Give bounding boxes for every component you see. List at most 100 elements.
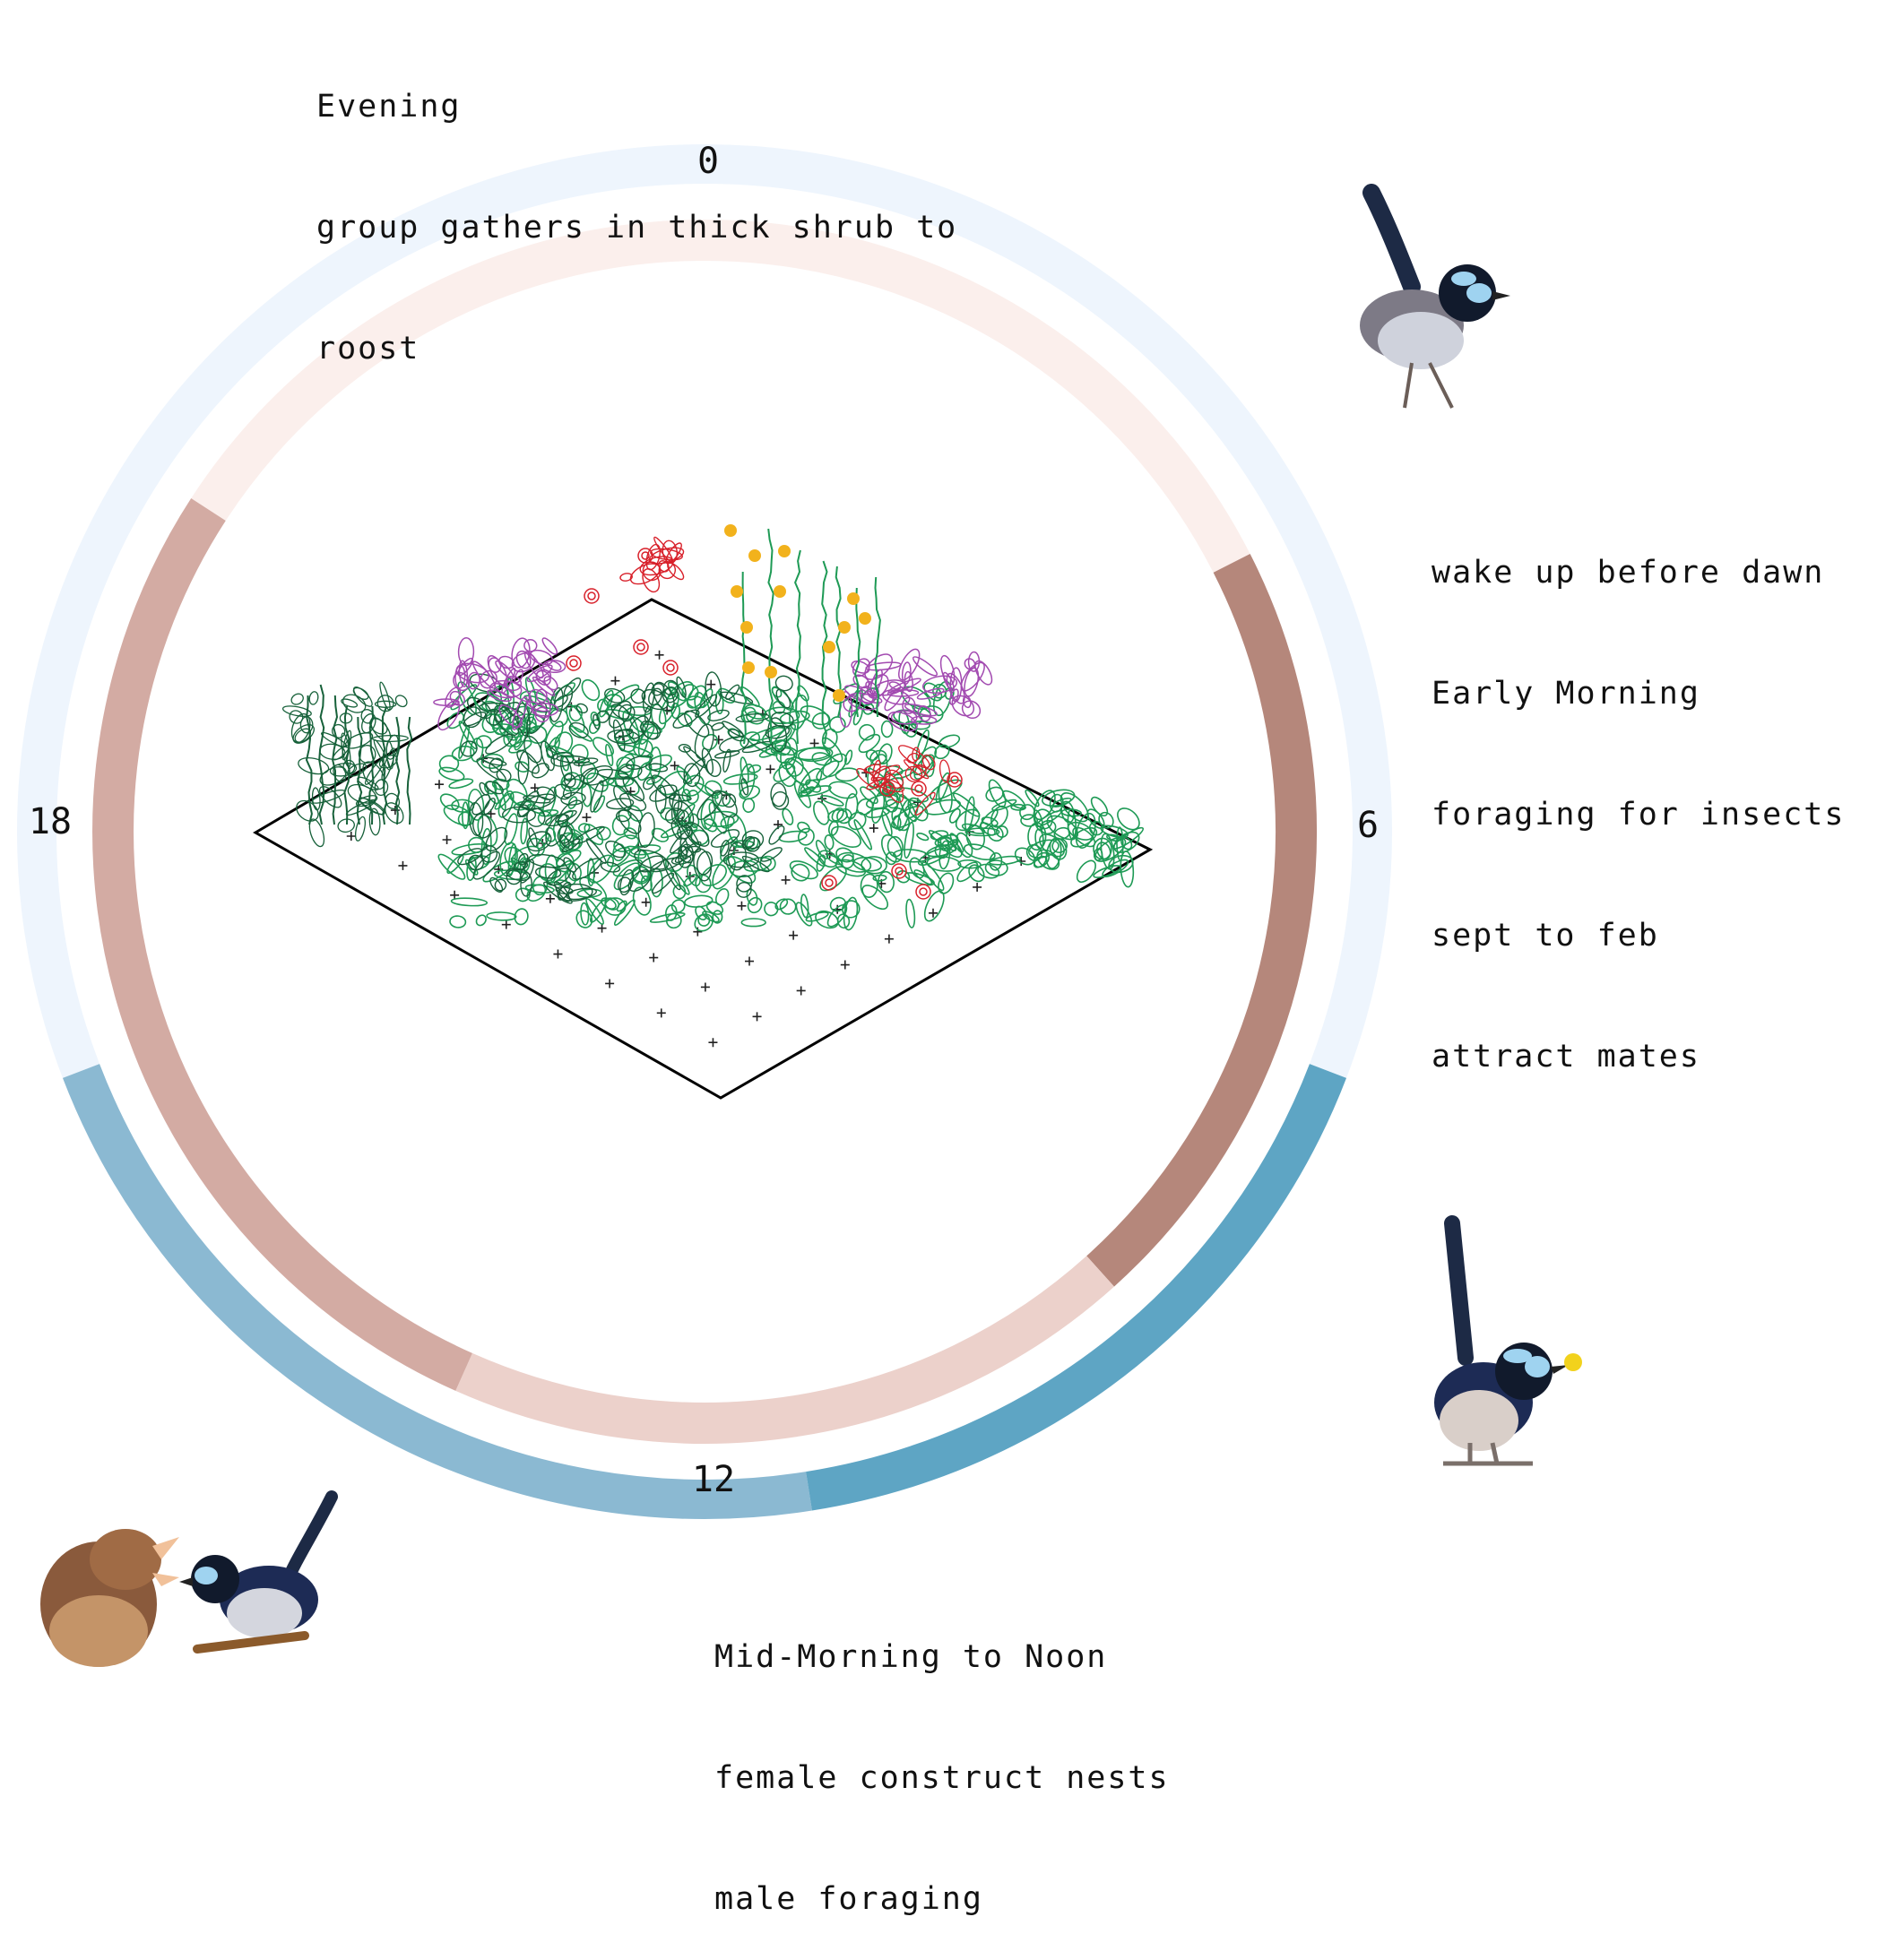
red-flower: [914, 784, 923, 793]
plant-leaf: [987, 825, 1004, 842]
plant-leaf: [856, 768, 879, 788]
plant-leaf: [561, 756, 570, 772]
mid-morning-title: Mid-Morning to Noon: [714, 1639, 1108, 1675]
plant-leaf: [585, 898, 604, 925]
red-flower: [662, 660, 679, 676]
plant-leaf: [648, 763, 669, 773]
yellow-flower: [774, 585, 786, 598]
plant-leaf: [625, 845, 647, 859]
plant-leaf: [695, 905, 707, 920]
plant-leaf: [462, 801, 470, 830]
plant-leaf: [622, 776, 645, 802]
plot-marker: [796, 986, 806, 996]
plant-leaf: [644, 754, 672, 772]
mid-morning-line-1: female construct nests: [714, 1760, 1170, 1796]
season-detail-line: attract mates: [1432, 1039, 1700, 1075]
plant-leaf: [684, 710, 710, 738]
plant-leaf: [670, 899, 686, 913]
yellow-flower: [833, 689, 845, 702]
plant-leaf: [294, 728, 312, 743]
plant-leaf: [1070, 827, 1098, 848]
plant-leaf: [450, 897, 489, 907]
plant-leaf: [700, 799, 716, 830]
plant-leaf: [735, 712, 770, 723]
plant-leaf: [354, 816, 367, 842]
plant-leaf: [880, 720, 894, 738]
plant-leaf: [707, 709, 730, 721]
plant-leaf: [645, 543, 661, 571]
plot-marker: [869, 824, 878, 833]
plant-leaf: [739, 763, 756, 799]
plant-leaf: [885, 769, 904, 789]
plant-leaf: [556, 852, 575, 873]
plant-leaf: [353, 686, 373, 707]
plant-leaf: [634, 849, 670, 870]
plot-marker: [442, 835, 452, 844]
plant-leaf: [988, 779, 1007, 808]
plant-leaf: [439, 793, 460, 811]
evening-title: Evening: [316, 89, 462, 125]
plant-stem: [332, 695, 339, 825]
yellow-flower: [847, 592, 860, 605]
plant-leaf: [1072, 826, 1096, 848]
plot-marker: [398, 860, 408, 870]
red-flower: [821, 875, 837, 891]
plant-leaf: [858, 733, 881, 754]
plot-marker: [708, 1038, 718, 1048]
plot-marker: [649, 953, 659, 963]
plant-leaf: [622, 710, 641, 746]
plant-leaf: [281, 705, 312, 717]
plant-leaf: [695, 694, 718, 719]
plant-leaf: [665, 852, 685, 873]
plant-leaf: [648, 687, 662, 706]
plant-leaf: [683, 758, 705, 784]
plant-leaf: [575, 910, 593, 928]
plot-marker: [714, 735, 723, 745]
plant-leaf: [867, 674, 889, 699]
plant-leaf: [696, 791, 723, 821]
plant-leaf: [904, 759, 930, 780]
plant-leaf: [764, 902, 779, 917]
plant-leaf: [898, 648, 921, 681]
plant-leaf: [385, 802, 404, 825]
mid-morning-note: Mid-Morning to Noon female construct nes…: [714, 1557, 1170, 1960]
plant-leaf: [907, 797, 929, 822]
plant-leaf: [712, 790, 738, 818]
yellow-flower: [748, 549, 761, 562]
plant-leaf: [1100, 825, 1129, 839]
plant-leaf: [506, 680, 532, 703]
plant-leaf: [299, 716, 314, 734]
bird-top-right-image: [1360, 184, 1510, 409]
plant-leaf: [494, 878, 507, 892]
plot-marker: [737, 901, 747, 911]
plant-leaf: [359, 797, 385, 816]
plant-leaf: [586, 858, 595, 887]
plant-leaf: [374, 779, 389, 797]
red-flower: [637, 548, 653, 564]
plant-leaf: [506, 868, 522, 885]
plant-stem: [767, 528, 774, 745]
plant-leaf: [930, 830, 949, 841]
plant-leaf: [631, 866, 651, 885]
plant-leaf: [477, 814, 498, 847]
plant-leaf: [501, 806, 536, 824]
plant-leaf: [344, 732, 374, 749]
plant-leaf: [911, 715, 938, 725]
plant-leaf: [872, 776, 904, 793]
plant-leaf: [497, 790, 515, 818]
plant-leaf: [496, 768, 512, 782]
plant-leaf: [705, 758, 722, 777]
plant-leaf: [583, 764, 613, 786]
plant-leaf: [526, 884, 547, 902]
plant-leaf: [467, 671, 480, 690]
plant-leaf: [560, 791, 586, 806]
plant-leaf: [774, 898, 789, 911]
plant-leaf: [880, 833, 903, 863]
plant-leaf: [1060, 808, 1082, 817]
plant-leaf: [489, 757, 503, 773]
plant-leaf: [290, 712, 311, 744]
plant-leaf: [861, 885, 889, 911]
inner-ring-dawn-segment: [1086, 553, 1317, 1287]
plant-leaf: [674, 803, 696, 826]
plant-leaf: [1040, 819, 1057, 835]
